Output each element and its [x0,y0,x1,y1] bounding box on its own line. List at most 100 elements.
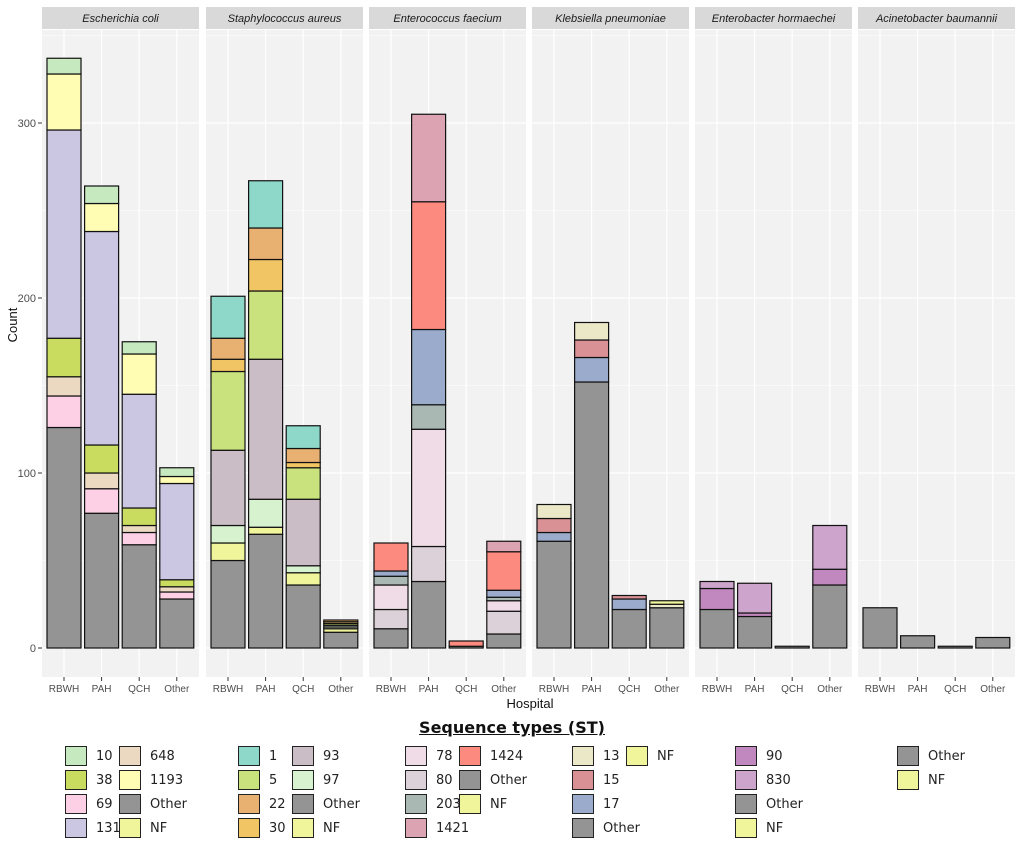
legend-item-38: 38 [65,768,113,792]
bar-segment-qch-st-69 [121,531,157,546]
x-tick-label-pah: PAH [419,684,439,695]
bar-segment-pah-st-1424 [411,201,447,331]
bar-segment-qch-st-1193 [121,353,157,395]
x-tick-label-pah: PAH [745,684,765,695]
legend-item-1424: 1424 [459,744,523,768]
bar-segment-rbwh-st-203 [373,575,409,586]
bar-segment-pah-st-17 [411,328,447,406]
x-tick-label-other: Other [654,684,680,695]
y-tick-label-0: 0 [30,643,36,655]
legend-item-nf: NF [897,768,945,792]
legend-label: NF [323,820,341,836]
bar-segment-other-st-other [159,598,195,649]
bar-segment-pah-st-13 [573,321,610,341]
bar-segment-pah-st-203 [411,404,447,430]
bar-segment-qch-st-nf [285,572,321,586]
legend-item-5: 5 [238,768,277,792]
legend-item-97: 97 [292,768,340,792]
legend-swatch [292,818,314,838]
legend-item-69: 69 [65,792,113,816]
bar-segment-rbwh-st-93 [210,449,246,527]
bar-segment-rbwh-st-1193 [46,73,82,131]
bar-segment-pah-st-38 [83,444,120,474]
facet-acinetobacter-baumannii: Acinetobacter baumannii RBWH PAH QCH Other [858,7,1015,695]
legend-label: 78 [436,748,453,764]
bar-segment-rbwh-st-other [699,608,735,649]
legend-swatch [65,818,87,838]
bar-segment-other-st-90 [812,568,848,586]
legend-item-17: 17 [572,792,620,816]
bar-segment-rbwh-st-other [46,426,82,649]
bar-segment-qch-st-1424 [448,640,484,647]
legend-item-22: 22 [238,792,286,816]
legend-swatch [572,746,594,766]
bar-segment-qch-st-10 [121,341,157,355]
x-tick-label-other: Other [328,684,354,695]
y-axis: 0 100 200 300 Count [5,118,42,655]
bar-segment-other-st-80 [486,610,522,635]
facet-strip [695,7,852,29]
legend-item-1: 1 [238,744,277,768]
bar-segment-other-st-830 [812,524,848,570]
x-tick-label-qch: QCH [292,684,314,695]
legend-swatch [405,794,427,814]
legend-item-15: 15 [572,768,620,792]
bar-segment-pah-st-other [83,512,120,649]
bar-segment-pah-st-30 [248,258,284,292]
legend-swatch [735,818,757,838]
bar-segment-other-st-1421 [486,540,522,553]
legend-swatch [572,794,594,814]
x-tick-label-rbwh: RBWH [865,684,896,695]
y-tick-label-200: 200 [18,293,36,305]
bar-segment-qch-st-30 [285,461,321,469]
legend-item-13: 13 [572,744,620,768]
legend-label: NF [766,820,784,836]
bar-segment-other-st-other [649,607,685,649]
bar-segment-pah-st-80 [411,545,447,583]
legend-label: Other [323,796,360,812]
y-tick-label-100: 100 [18,468,36,480]
bar-segment-rbwh-st-1 [210,295,246,339]
bar-segment-qch-st-other [285,584,321,649]
legend-item-648: 648 [119,744,175,768]
facet-strip [42,7,199,29]
legend-label: 93 [323,748,340,764]
legend-label: 203 [436,796,461,812]
legend-label: 80 [436,772,453,788]
legend-label: Other [150,796,187,812]
legend-item-203: 203 [405,792,461,816]
bar-segment-other-st-648 [159,586,195,593]
legend-label: 97 [323,772,340,788]
legend-swatch [65,770,87,790]
legend-swatch [897,746,919,766]
legend-swatch [119,818,141,838]
bar-segment-rbwh-st-131 [46,129,82,339]
legend-swatch [626,746,648,766]
bar-segment-rbwh-st-648 [46,376,82,397]
x-tick-label-other: Other [164,684,190,695]
legend-item-10: 10 [65,744,113,768]
bar-segment-pah-st-69 [83,488,120,514]
legend-swatch [292,746,314,766]
legend-label: Other [766,796,803,812]
bar-segment-rbwh-st-other [373,628,409,649]
facet-enterobacter-hormaechei: Enterobacter hormaechei RBWH PAH QCH Other [695,7,852,695]
legend-item-90: 90 [735,744,783,768]
x-axis-label: Hospital [507,696,554,711]
x-tick-label-pah: PAH [256,684,276,695]
legend-label: 38 [96,772,113,788]
bar-segment-other-st-other [975,636,1011,649]
bar-segment-qch-st-38 [121,507,157,527]
bar-segment-qch-st-17 [611,598,647,611]
bar-segment-rbwh-st-5 [210,370,246,451]
legend-item-other: Other [735,792,803,816]
bar-segment-rbwh-st-nf [210,542,246,562]
bar-segment-rbwh-st-80 [373,608,409,630]
legend-label: Other [490,772,527,788]
legend-item-other: Other [459,768,527,792]
bar-segment-rbwh-st-69 [46,395,82,429]
legend-swatch [238,794,260,814]
legend-item-93: 93 [292,744,340,768]
bar-segment-rbwh-st-22 [210,337,246,360]
x-tick-label-rbwh: RBWH [49,684,80,695]
